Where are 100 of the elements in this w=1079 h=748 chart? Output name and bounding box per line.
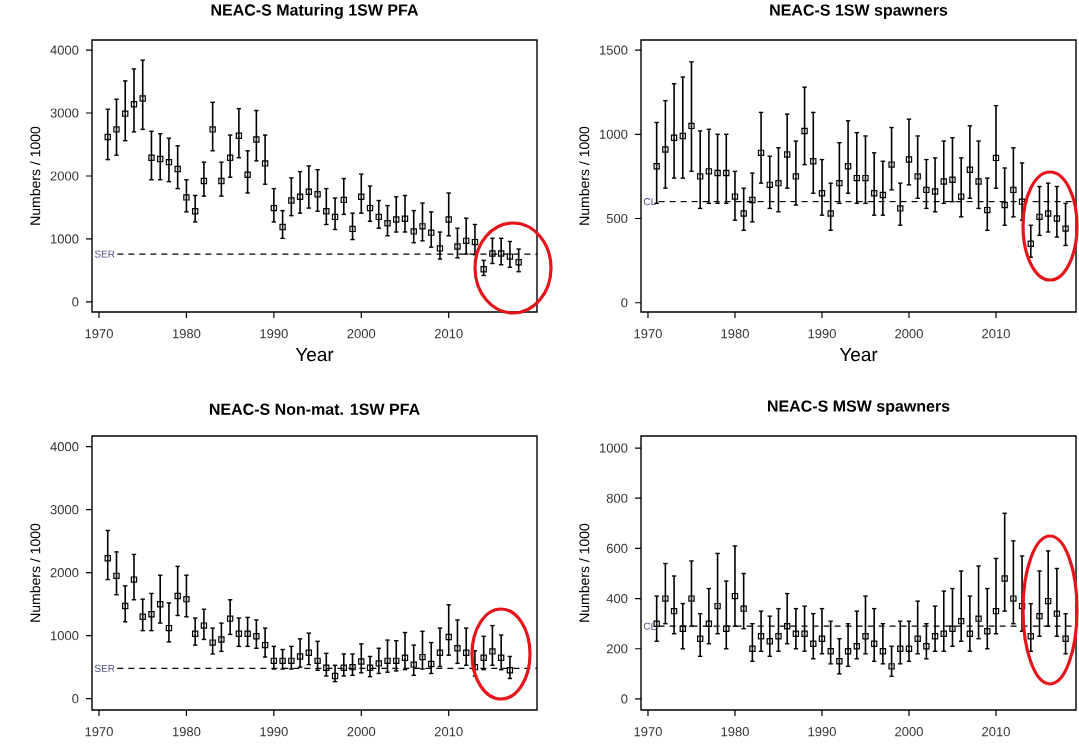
point — [244, 630, 251, 637]
point — [323, 664, 330, 671]
point — [454, 645, 461, 652]
point — [393, 216, 400, 223]
point — [270, 657, 278, 665]
point — [862, 174, 869, 182]
point — [923, 643, 930, 650]
point — [445, 633, 452, 641]
point — [870, 640, 878, 647]
point — [662, 595, 669, 602]
point — [888, 161, 895, 168]
ref-line-label: CL — [643, 198, 656, 206]
y-tick-label: 600 — [606, 543, 628, 554]
point — [279, 223, 286, 231]
point — [226, 154, 234, 161]
point — [1010, 595, 1017, 602]
point — [949, 625, 956, 632]
ref-line-label: SER — [94, 664, 115, 672]
y-tick-label: 1000 — [600, 443, 628, 453]
point — [853, 643, 860, 650]
point — [688, 122, 695, 130]
point — [792, 173, 800, 180]
point — [480, 265, 487, 273]
point — [696, 635, 704, 642]
x-tick-label: 2000 — [347, 727, 376, 737]
point — [296, 653, 304, 660]
point — [827, 210, 834, 217]
y-axis-title: Numbers / 1000 — [30, 523, 41, 622]
point — [471, 238, 479, 246]
point — [975, 178, 982, 185]
x-axis-title: Year — [295, 347, 334, 362]
point — [375, 660, 382, 667]
point — [801, 630, 808, 637]
point — [705, 620, 713, 627]
point — [122, 602, 129, 610]
x-tick-label: 1980 — [721, 329, 749, 339]
y-tick-label: 1500 — [600, 45, 628, 55]
point — [349, 225, 356, 233]
chart-title: NEAC-S MSW spawners — [768, 400, 950, 415]
y-tick-label: 1000 — [51, 234, 79, 244]
chart-title: NEAC-S 1SW spawners — [770, 4, 948, 19]
point — [244, 171, 251, 178]
point — [122, 110, 129, 117]
point — [775, 179, 782, 187]
point — [749, 645, 756, 652]
point — [688, 595, 695, 602]
point — [148, 154, 155, 161]
y-tick-label: 2000 — [50, 171, 79, 181]
x-tick-label: 1970 — [85, 329, 113, 339]
x-tick-label: 1980 — [172, 727, 201, 737]
point — [358, 658, 365, 665]
point — [923, 186, 930, 194]
y-tick-label: 0 — [72, 297, 79, 307]
point — [949, 176, 956, 183]
y-tick-label: 0 — [621, 694, 628, 704]
point — [165, 158, 173, 166]
x-tick-label: 2000 — [347, 329, 376, 339]
point — [497, 654, 505, 661]
point — [992, 154, 1000, 162]
point — [914, 635, 921, 642]
point — [235, 630, 243, 637]
point — [905, 645, 913, 652]
point — [384, 657, 391, 665]
y-tick-label: 500 — [606, 213, 628, 224]
y-tick-label: 3000 — [50, 505, 79, 515]
point — [454, 243, 461, 250]
point — [1027, 633, 1034, 640]
point — [679, 132, 686, 140]
point — [157, 155, 164, 163]
point — [288, 197, 295, 204]
point — [957, 193, 965, 200]
point — [836, 658, 843, 665]
x-tick-label: 1990 — [808, 329, 836, 339]
point — [261, 160, 269, 167]
point — [480, 654, 487, 661]
point — [253, 633, 260, 640]
point — [340, 196, 347, 204]
point — [165, 624, 173, 632]
point — [1053, 215, 1061, 222]
point — [253, 136, 260, 143]
point — [366, 664, 374, 671]
chart-title: NEAC-S Non-mat. 1SW PFA — [209, 403, 420, 415]
x-tick-label: 1970 — [634, 727, 662, 737]
point — [235, 132, 243, 139]
point — [314, 657, 321, 665]
point — [757, 633, 765, 640]
point — [191, 630, 199, 637]
point — [401, 654, 409, 661]
point — [1062, 225, 1069, 232]
point — [723, 169, 730, 177]
point — [940, 630, 947, 637]
point — [419, 223, 426, 230]
y-tick-label: 4000 — [50, 45, 79, 55]
point — [410, 228, 417, 235]
point — [270, 204, 278, 212]
point — [670, 607, 678, 615]
point — [130, 101, 138, 108]
point — [810, 640, 817, 647]
point — [940, 178, 947, 185]
y-tick-label: 3000 — [50, 108, 79, 118]
